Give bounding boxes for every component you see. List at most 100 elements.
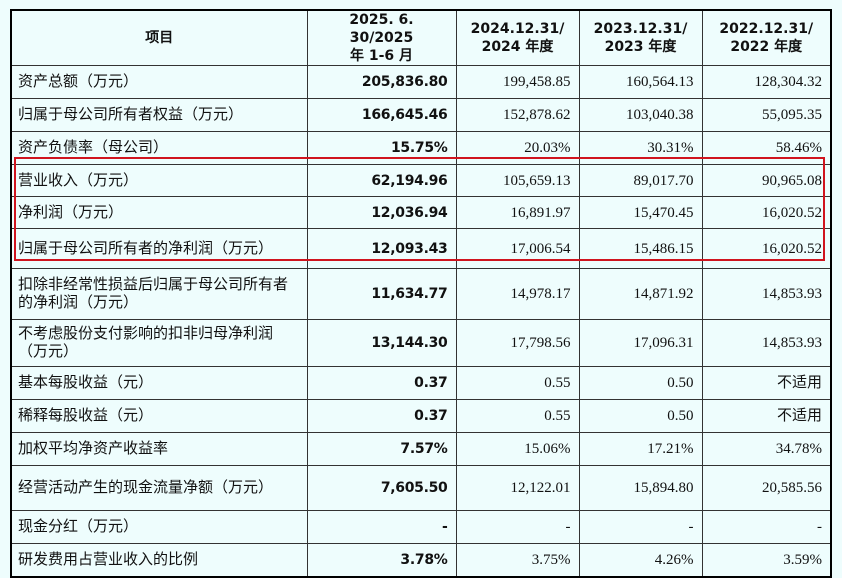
cell-value: 0.50 bbox=[578, 399, 703, 433]
cell-value: 15,470.45 bbox=[578, 196, 703, 229]
table-row: 稀释每股收益（元） 0.37 0.55 0.50 不适用 bbox=[10, 399, 832, 433]
cell-value: 11,634.77 bbox=[306, 268, 457, 320]
cell-value: 20,585.56 bbox=[701, 465, 832, 511]
table-row: 归属于母公司所有者权益（万元） 166,645.46 152,878.62 103,0… bbox=[10, 98, 832, 132]
column-header-line: 年 1-6 月 bbox=[349, 48, 414, 64]
cell-value: 7,605.50 bbox=[306, 465, 457, 511]
table-row: 经营活动产生的现金流量净额（万元） 7,605.50 12,122.01 15,894… bbox=[10, 465, 832, 511]
cell-value: 15.75% bbox=[306, 131, 457, 165]
cell-value: 55,095.35 bbox=[701, 98, 832, 132]
column-header: 2024.12.31/2024 年度 bbox=[455, 9, 580, 66]
row-label: 现金分红（万元） bbox=[10, 510, 308, 544]
cell-value: 0.37 bbox=[306, 366, 457, 400]
cell-value: 0.55 bbox=[455, 399, 580, 433]
column-header: 2023.12.31/2023 年度 bbox=[578, 9, 703, 66]
cell-value: 16,020.52 bbox=[701, 228, 832, 269]
cell-value: 14,978.17 bbox=[455, 268, 580, 320]
cell-value: 152,878.62 bbox=[455, 98, 580, 132]
table-row: 净利润（万元） 12,036.94 16,891.97 15,470.45 16,020… bbox=[10, 196, 832, 229]
cell-value: 16,020.52 bbox=[701, 196, 832, 229]
row-label: 基本每股收益（元） bbox=[10, 366, 308, 400]
cell-value: 14,853.93 bbox=[701, 319, 832, 367]
row-label: 资产负债率（母公司） bbox=[10, 131, 308, 165]
cell-value: 128,304.32 bbox=[701, 65, 832, 99]
cell-value: 103,040.38 bbox=[578, 98, 703, 132]
cell-value: 105,659.13 bbox=[455, 164, 580, 197]
row-label: 资产总额（万元） bbox=[10, 65, 308, 99]
column-header-line: 2022 年度 bbox=[730, 39, 803, 55]
cell-value: 不适用 bbox=[701, 366, 832, 400]
cell-value: 3.75% bbox=[455, 543, 580, 577]
cell-value: 12,036.94 bbox=[306, 196, 457, 229]
row-label: 归属于母公司所有者的净利润（万元） bbox=[10, 228, 308, 269]
row-label: 扣除非经常性损益后归属于母公司所有者的净利润（万元） bbox=[10, 268, 308, 320]
cell-value: 34.78% bbox=[701, 432, 832, 466]
cell-value: 89,017.70 bbox=[578, 164, 703, 197]
column-header-line: 2023.12.31/ bbox=[593, 21, 688, 37]
cell-value: 199,458.85 bbox=[455, 65, 580, 99]
cell-value: 17,798.56 bbox=[455, 319, 580, 367]
cell-value: - bbox=[455, 510, 580, 544]
cell-value: - bbox=[701, 510, 832, 544]
cell-value: 20.03% bbox=[455, 131, 580, 165]
cell-value: 15,486.15 bbox=[578, 228, 703, 269]
cell-value: 16,891.97 bbox=[455, 196, 580, 229]
cell-value: 166,645.46 bbox=[306, 98, 457, 132]
table-row: 现金分红（万元） - - - - bbox=[10, 510, 832, 544]
table-row: 资产总额（万元） 205,836.80 199,458.85 160,564.13 12… bbox=[10, 65, 832, 99]
cell-value: 12,093.43 bbox=[306, 228, 457, 269]
cell-value: 0.55 bbox=[455, 366, 580, 400]
cell-value: 0.50 bbox=[578, 366, 703, 400]
cell-value: 12,122.01 bbox=[455, 465, 580, 511]
cell-value: 17,096.31 bbox=[578, 319, 703, 367]
column-header-line: 2023 年度 bbox=[604, 39, 677, 55]
cell-value: 160,564.13 bbox=[578, 65, 703, 99]
cell-value: 不适用 bbox=[701, 399, 832, 433]
row-label: 加权平均净资产收益率 bbox=[10, 432, 308, 466]
cell-value: 58.46% bbox=[701, 131, 832, 165]
cell-value: 15,894.80 bbox=[578, 465, 703, 511]
row-label: 稀释每股收益（元） bbox=[10, 399, 308, 433]
cell-value: 90,965.08 bbox=[701, 164, 832, 197]
financial-indicators-table: 项目 2025. 6. 30/2025 年 1-6 月 2024.12.31/2024… bbox=[10, 9, 832, 578]
cell-value: 17.21% bbox=[578, 432, 703, 466]
table-row: 基本每股收益（元） 0.37 0.55 0.50 不适用 bbox=[10, 366, 832, 400]
row-label: 经营活动产生的现金流量净额（万元） bbox=[10, 465, 308, 511]
cell-value: - bbox=[578, 510, 703, 544]
cell-value: 62,194.96 bbox=[306, 164, 457, 197]
table-row: 不考虑股份支付影响的扣非归母净利润（万元） 13,144.30 17,798.56 1… bbox=[10, 319, 832, 367]
column-header-line: 2024 年度 bbox=[481, 39, 554, 55]
cell-value: 4.26% bbox=[578, 543, 703, 577]
cell-value: 13,144.30 bbox=[306, 319, 457, 367]
cell-value: 7.57% bbox=[306, 432, 457, 466]
cell-value: 30.31% bbox=[578, 131, 703, 165]
table-row: 资产负债率（母公司） 15.75% 20.03% 30.31% 58.46% bbox=[10, 131, 832, 165]
header-row: 项目 2025. 6. 30/2025 年 1-6 月 2024.12.31/2024… bbox=[10, 9, 832, 66]
table-row: 研发费用占营业收入的比例 3.78% 3.75% 4.26% 3.59% bbox=[10, 543, 832, 577]
row-label: 研发费用占营业收入的比例 bbox=[10, 543, 308, 577]
cell-value: 0.37 bbox=[306, 399, 457, 433]
table-row: 归属于母公司所有者的净利润（万元） 12,093.43 17,006.54 15,48… bbox=[10, 228, 832, 269]
column-header: 项目 bbox=[10, 9, 308, 66]
column-header-line: 2022.12.31/ bbox=[719, 21, 814, 37]
row-label: 归属于母公司所有者权益（万元） bbox=[10, 98, 308, 132]
column-header: 2025. 6. 30/2025 年 1-6 月 bbox=[306, 9, 457, 66]
cell-value: 14,871.92 bbox=[578, 268, 703, 320]
table-row: 营业收入（万元） 62,194.96 105,659.13 89,017.70 90,9… bbox=[10, 164, 832, 197]
row-label: 净利润（万元） bbox=[10, 196, 308, 229]
table-row: 扣除非经常性损益后归属于母公司所有者的净利润（万元） 11,634.77 14,97… bbox=[10, 268, 832, 320]
row-label: 营业收入（万元） bbox=[10, 164, 308, 197]
cell-value: 3.78% bbox=[306, 543, 457, 577]
cell-value: 15.06% bbox=[455, 432, 580, 466]
row-label: 不考虑股份支付影响的扣非归母净利润（万元） bbox=[10, 319, 308, 367]
column-header: 2022.12.31/2022 年度 bbox=[701, 9, 832, 66]
column-header-line: 项目 bbox=[145, 30, 174, 46]
table-row: 加权平均净资产收益率 7.57% 15.06% 17.21% 34.78% bbox=[10, 432, 832, 466]
cell-value: 3.59% bbox=[701, 543, 832, 577]
cell-value: 14,853.93 bbox=[701, 268, 832, 320]
cell-value: 17,006.54 bbox=[455, 228, 580, 269]
cell-value: 205,836.80 bbox=[306, 65, 457, 99]
column-header-line: 2025. 6. 30/2025 bbox=[349, 12, 414, 46]
cell-value: - bbox=[306, 510, 457, 544]
column-header-line: 2024.12.31/ bbox=[470, 21, 565, 37]
